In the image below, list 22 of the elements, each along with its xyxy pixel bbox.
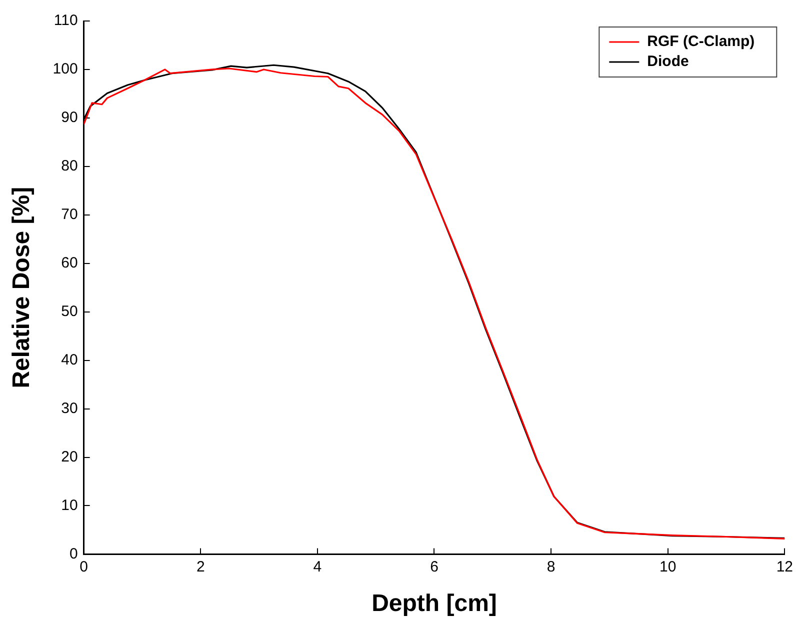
x-tick-label: 12	[776, 558, 793, 576]
x-tick-label: 8	[546, 558, 556, 576]
y-tick-label: 90	[61, 109, 78, 126]
y-tick-label: 70	[61, 206, 78, 224]
x-tick-label: 10	[660, 558, 676, 576]
y-tick-label: 60	[61, 254, 78, 272]
y-tick-label: 0	[69, 545, 78, 562]
x-tick-label: 2	[196, 558, 205, 576]
legend-label: Diode	[647, 53, 689, 70]
y-tick-label: 50	[61, 302, 78, 320]
y-tick-label: 30	[61, 400, 78, 417]
y-tick-label: 80	[61, 158, 78, 175]
y-tick-label: 10	[61, 496, 78, 514]
y-tick-label: 100	[52, 60, 78, 78]
x-tick-label: 4	[313, 558, 322, 576]
x-tick-label: 6	[430, 558, 438, 576]
y-axis-title: Relative Dose [%]	[8, 186, 36, 388]
legend-label: RGF (C-Clamp)	[647, 33, 755, 50]
y-tick-label: 20	[61, 448, 78, 466]
y-tick-label: 40	[61, 351, 78, 368]
y-tick-label: 110	[54, 12, 78, 30]
x-axis-title: Depth [cm]	[372, 590, 497, 618]
